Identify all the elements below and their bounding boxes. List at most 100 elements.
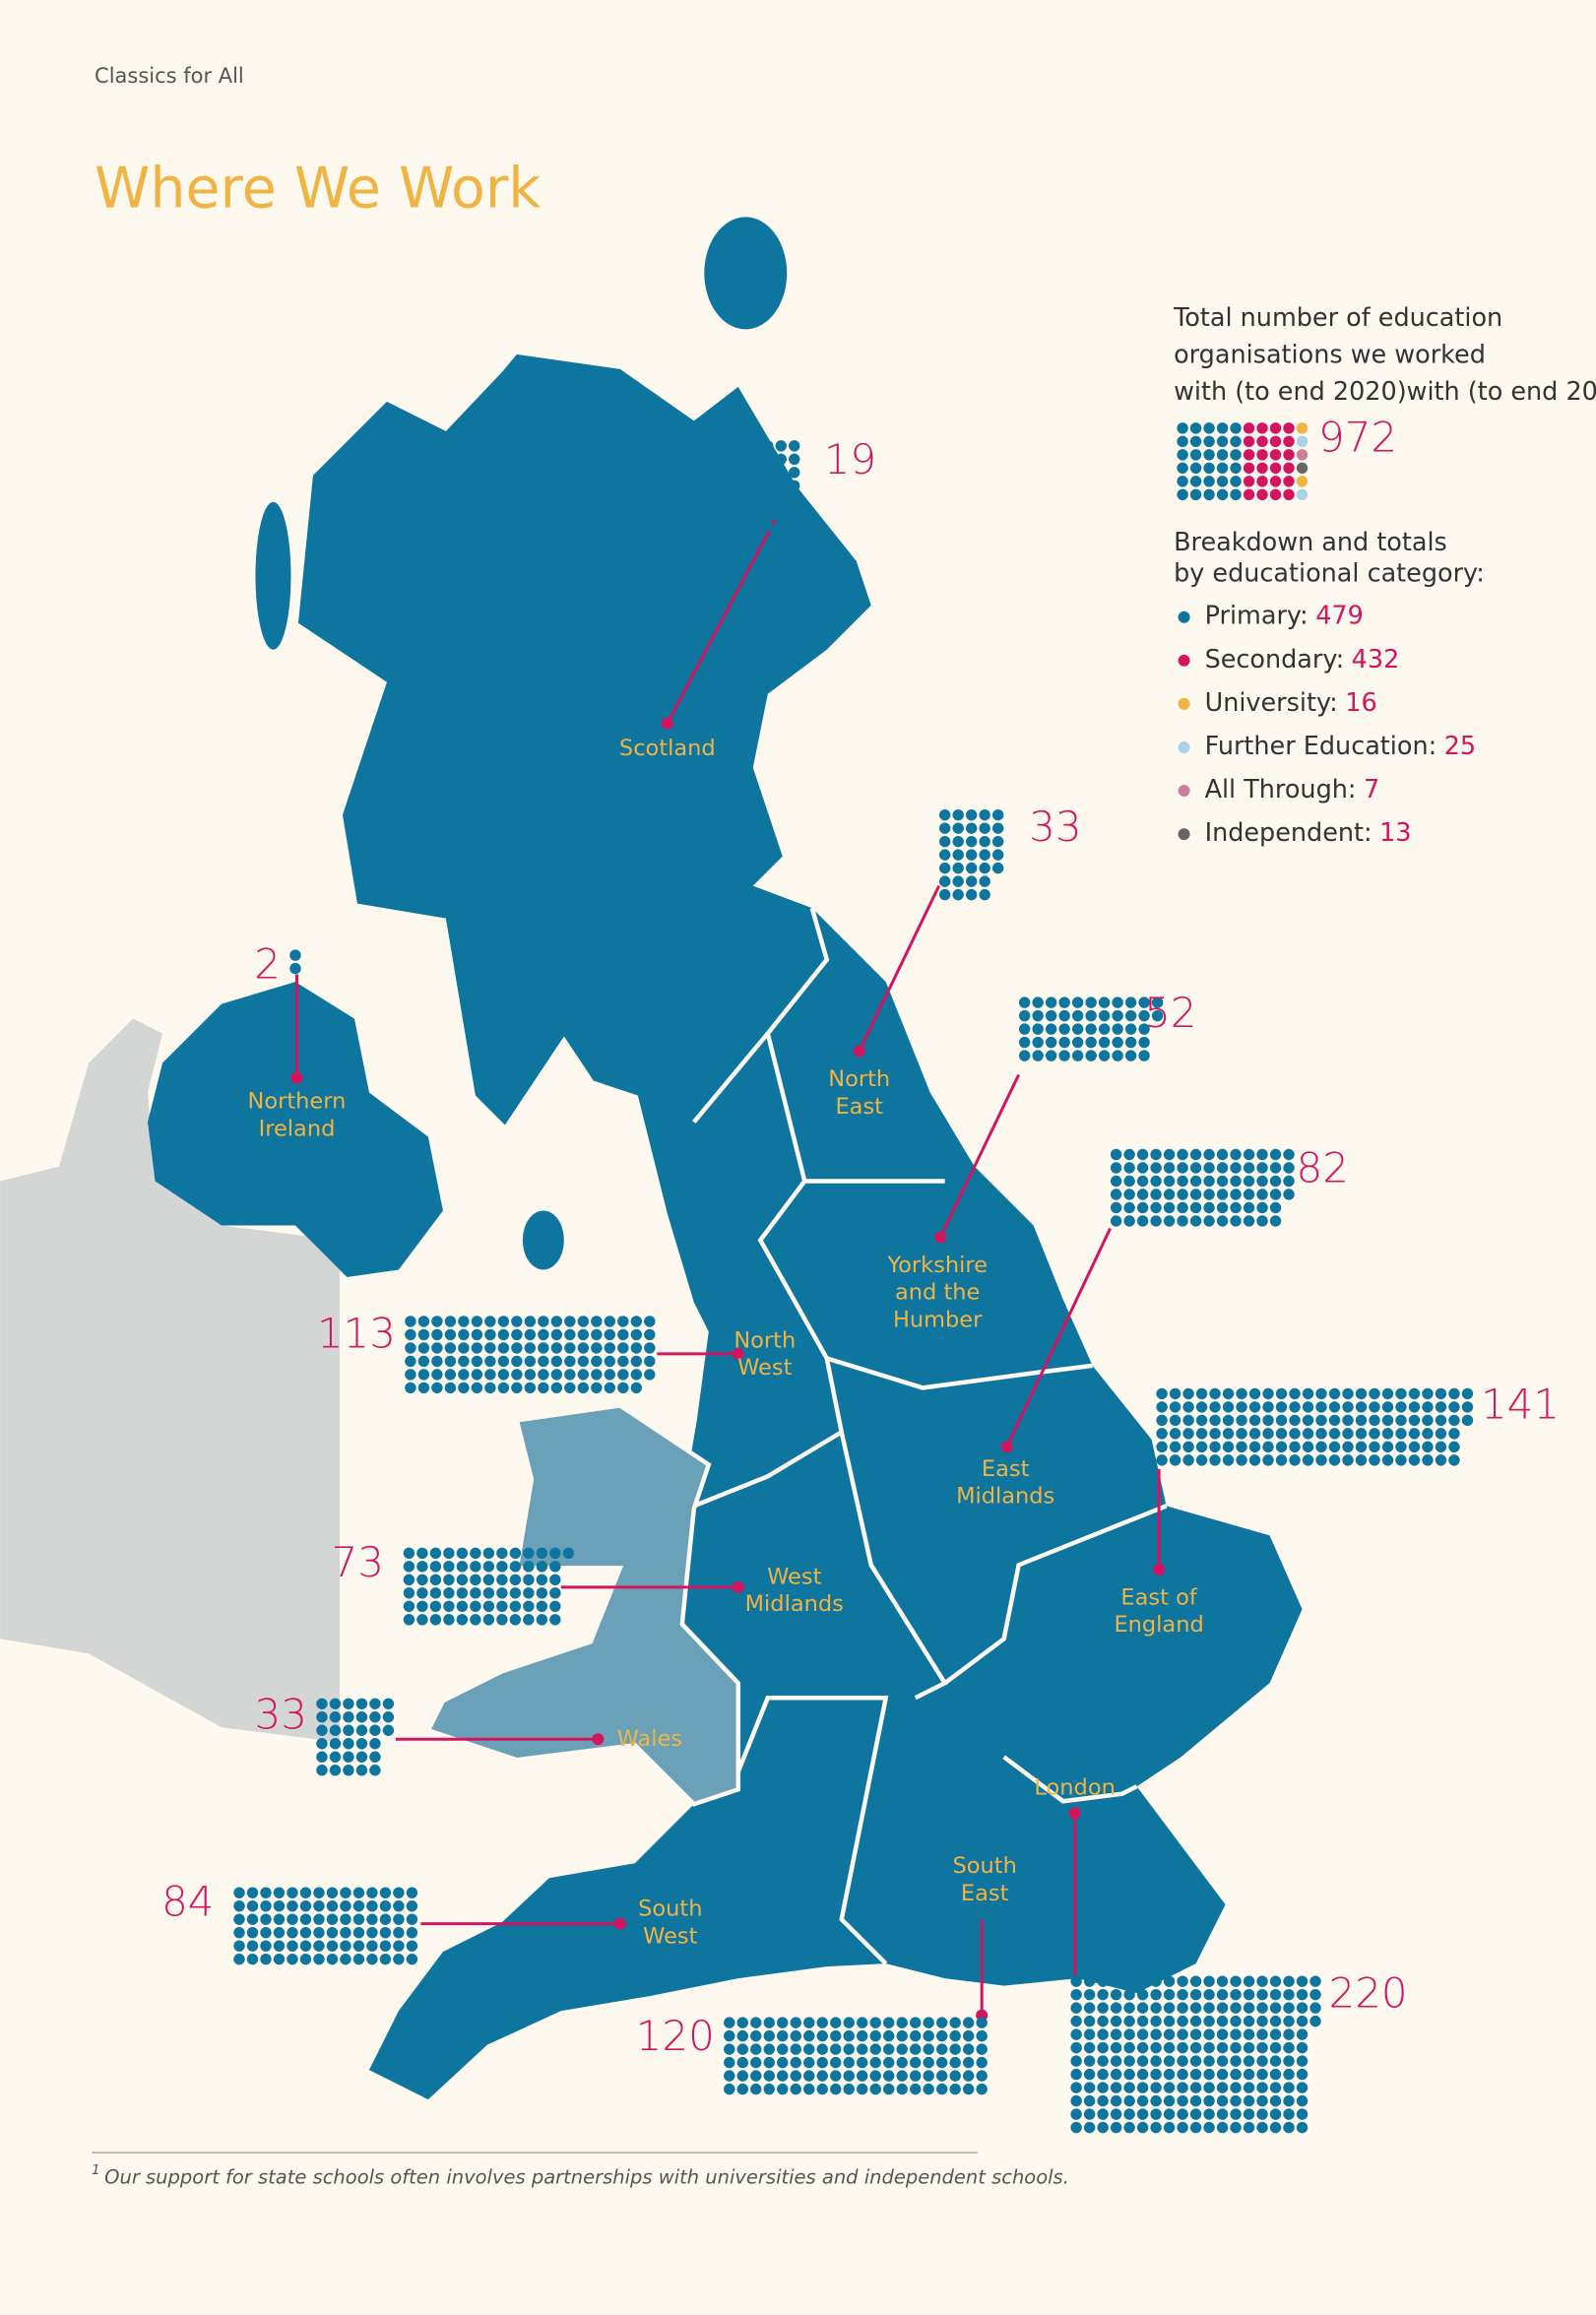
- dot: [1283, 2094, 1295, 2107]
- dot: [1136, 1975, 1149, 1987]
- dot: [496, 1547, 508, 1560]
- legend-total-text: Total number of education: [1173, 303, 1502, 333]
- dot: [1243, 2121, 1255, 2134]
- region-label: East of England: [1114, 1584, 1203, 1638]
- dot: [1256, 2002, 1268, 2014]
- dot: [1112, 1023, 1123, 1035]
- dot: [1243, 422, 1255, 434]
- dot: [326, 1887, 339, 1898]
- total-waffle: [1177, 422, 1309, 500]
- dot: [1275, 1454, 1288, 1466]
- dot: [604, 1369, 616, 1381]
- dot: [1177, 1201, 1188, 1214]
- dot: [1422, 1441, 1434, 1453]
- dot: [1209, 1428, 1221, 1440]
- dot: [952, 849, 964, 861]
- dot: [1203, 2028, 1215, 2040]
- dot: [316, 1724, 328, 1736]
- dot: [523, 1614, 535, 1626]
- dot: [1256, 488, 1268, 500]
- dot: [1110, 1975, 1122, 1987]
- dot: [523, 1587, 535, 1599]
- dot: [1203, 449, 1215, 461]
- dot: [379, 1940, 392, 1952]
- dot: [617, 1382, 629, 1394]
- dot: [644, 1355, 656, 1368]
- dot: [273, 1926, 286, 1939]
- dot: [1381, 1454, 1394, 1466]
- dot: [1296, 1975, 1309, 1987]
- region-point: [732, 1580, 744, 1593]
- dot: [456, 1600, 469, 1613]
- dot: [1070, 2055, 1082, 2067]
- dot: [417, 1342, 430, 1354]
- dot: [343, 1724, 354, 1736]
- dot: [1216, 2082, 1229, 2093]
- dot: [1248, 1454, 1261, 1466]
- dot: [564, 1328, 576, 1341]
- dot: [406, 1926, 418, 1939]
- dot: [403, 1600, 415, 1613]
- wales: [424, 1403, 741, 1807]
- dot: [1302, 1401, 1314, 1413]
- dot: [1189, 435, 1202, 448]
- dot: [550, 1369, 563, 1381]
- dot: [869, 2017, 881, 2028]
- dot: [750, 2017, 762, 2028]
- dot: [1236, 1428, 1247, 1440]
- dot: [1203, 1189, 1215, 1200]
- dot: [471, 1342, 483, 1354]
- dot: [1136, 2121, 1149, 2134]
- region-label-line: East: [835, 1093, 883, 1119]
- dot: [538, 1316, 549, 1327]
- region-label: London: [1034, 1774, 1115, 1800]
- dot: [724, 2017, 735, 2028]
- dot: [1195, 1387, 1208, 1400]
- dot: [724, 2056, 735, 2069]
- dot: [1302, 1428, 1314, 1440]
- region-label-line: Humber: [893, 1307, 983, 1332]
- legend-total-text: with (to end 2020)with (to end 2020)1: [1174, 376, 1596, 407]
- dot: [1355, 1441, 1368, 1453]
- dot: [1097, 2108, 1109, 2120]
- dot: [405, 1342, 416, 1354]
- dot: [1296, 449, 1309, 461]
- dot: [1315, 1428, 1327, 1440]
- dot: [1381, 1414, 1394, 1427]
- dot: [1342, 1414, 1354, 1427]
- region-label-line: Northern: [248, 1088, 347, 1114]
- dot: [443, 1547, 455, 1560]
- dot: [1216, 2068, 1229, 2081]
- dot: [1296, 2002, 1309, 2014]
- dot: [1422, 1428, 1434, 1440]
- dot: [1269, 1215, 1282, 1227]
- dot: [1150, 1162, 1162, 1174]
- dot: [1236, 1454, 1247, 1466]
- dot: [803, 2056, 815, 2069]
- dot: [1124, 1036, 1137, 1049]
- dot: [471, 1328, 483, 1341]
- dot: [246, 1913, 259, 1925]
- dot: [497, 1369, 510, 1381]
- dot: [538, 1382, 549, 1394]
- dot: [1136, 2028, 1149, 2040]
- dot: [550, 1355, 563, 1368]
- dot: [538, 1342, 549, 1354]
- dot: [352, 1940, 365, 1952]
- dot: [564, 1342, 576, 1354]
- legend-value: 432: [1352, 645, 1400, 675]
- dot: [416, 1574, 428, 1586]
- dot: [1296, 2094, 1309, 2107]
- waffle: [1156, 1387, 1474, 1466]
- dot: [379, 1953, 392, 1965]
- dot: [1203, 462, 1215, 474]
- dot: [470, 1600, 481, 1613]
- region-total: 113: [317, 1309, 396, 1357]
- dot: [1098, 1023, 1111, 1035]
- dot: [524, 1369, 537, 1381]
- dot: [444, 1316, 457, 1327]
- dot: [536, 1614, 548, 1626]
- dot: [777, 2017, 789, 2028]
- dot: [1136, 2002, 1149, 2014]
- dot: [1243, 1975, 1255, 1987]
